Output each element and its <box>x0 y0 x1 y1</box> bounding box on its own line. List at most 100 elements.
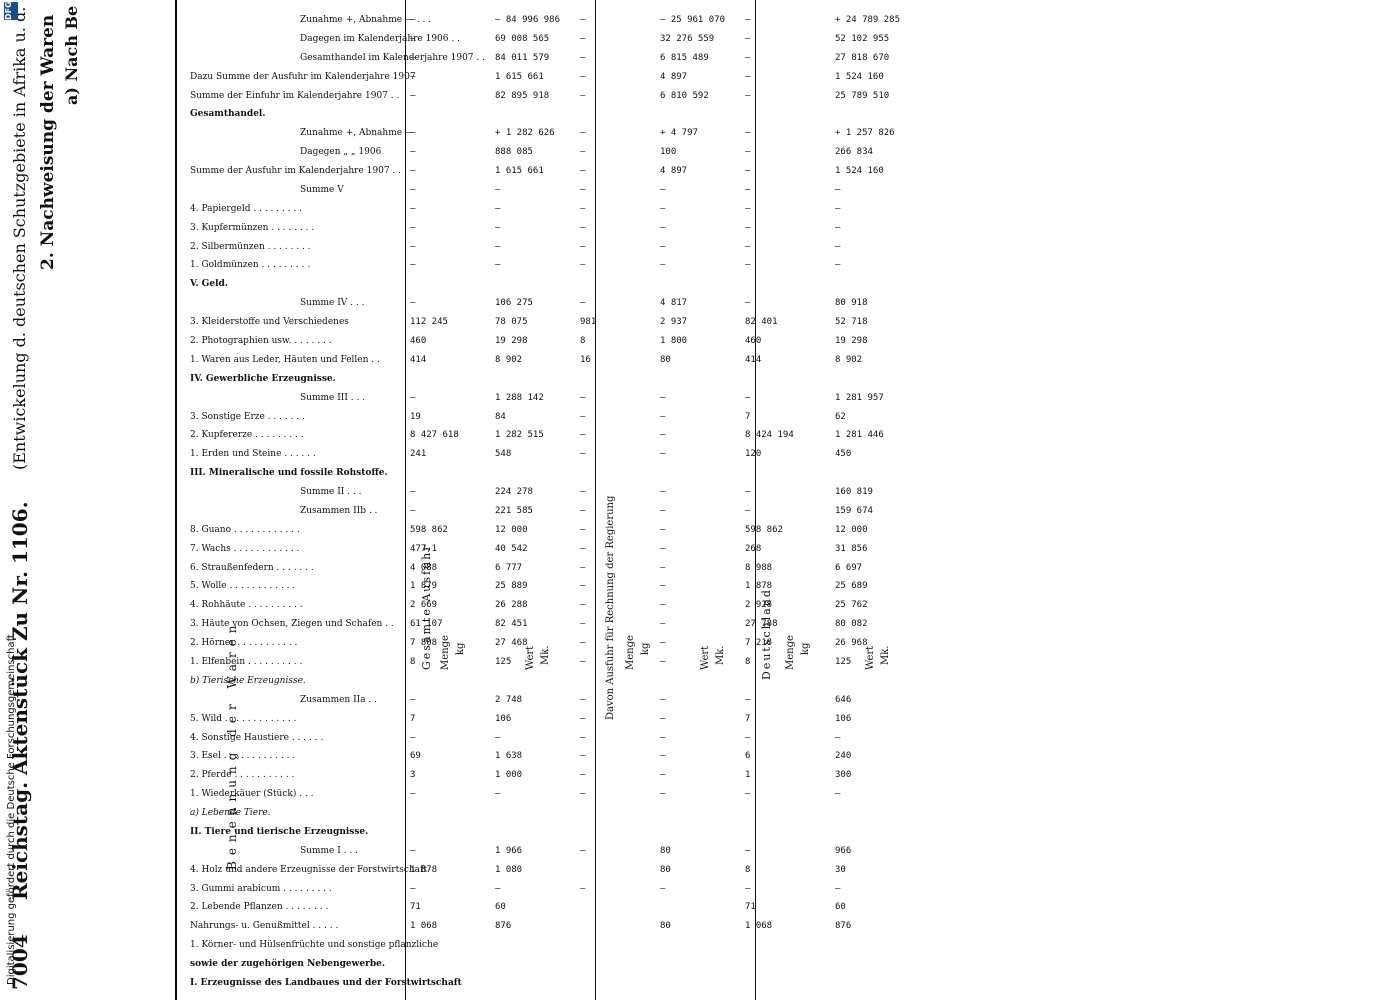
table-cell: — <box>835 185 841 195</box>
table-cell: — <box>660 657 666 667</box>
table-cell: 19 298 <box>835 336 868 346</box>
table-cell: — <box>745 298 751 308</box>
table-cell: 7 808 <box>410 638 438 648</box>
table-cell: 80 <box>660 846 671 856</box>
table-cell: — <box>580 619 586 629</box>
table-row-label: 1. Körner- und Hülsenfrüchte und sonstig… <box>190 940 439 950</box>
table-cell: — <box>495 789 501 799</box>
gov-mk-header: Mk. <box>715 645 726 665</box>
table-cell: — <box>660 525 666 535</box>
table-row-label: Gesamthandel. <box>190 109 266 119</box>
table-cell: — <box>580 884 586 894</box>
total-kg-header: kg <box>455 642 466 655</box>
table-cell: — <box>580 34 586 44</box>
table-cell: — <box>660 393 666 403</box>
table-cell: 106 <box>495 714 512 724</box>
table-cell: — <box>660 487 666 497</box>
table-cell: — <box>580 846 586 856</box>
table-cell: — <box>580 563 586 573</box>
table-cell: 71 <box>745 902 756 912</box>
table-cell: — 84 996 986 <box>495 15 561 25</box>
table-cell: — <box>495 204 501 214</box>
table-cell: — <box>580 185 586 195</box>
table-cell: 52 102 955 <box>835 34 890 44</box>
table-cell: 80 <box>660 921 671 931</box>
table-cell: — <box>495 884 501 894</box>
gov-menge-header: Menge <box>625 635 636 670</box>
table-cell: — <box>660 412 666 422</box>
table-row-label: Summe III . . . <box>300 393 366 403</box>
table-cell: — <box>745 884 751 894</box>
table-cell: — <box>580 15 586 25</box>
table-cell: — <box>745 242 751 252</box>
table-cell: 268 <box>745 544 762 554</box>
table-cell: 4 897 <box>660 72 688 82</box>
table-cell: + 4 797 <box>660 128 698 138</box>
table-cell: 120 <box>745 449 762 459</box>
table-cell: 8 902 <box>835 355 863 365</box>
table-row-label: b) Tierische Erzeugnisse. <box>190 676 306 686</box>
gov-wert-header: Wert <box>700 645 711 670</box>
table-cell: — <box>660 204 666 214</box>
table-cell: — <box>835 884 841 894</box>
table-cell: — <box>660 789 666 799</box>
table-cell: — <box>745 733 751 743</box>
table-row-label: 3. Esel . . . . . . . . . . . . . <box>190 751 296 761</box>
table-row-label: 3. Gummi arabicum . . . . . . . . . <box>190 884 332 894</box>
gov-kg-header: kg <box>640 642 651 655</box>
col-divider-2 <box>595 0 596 1000</box>
table-cell: 646 <box>835 695 852 705</box>
table-row-label: a) Lebende Tiere. <box>190 808 271 818</box>
table-row-label: 5. Wolle . . . . . . . . . . . . <box>190 581 296 591</box>
col-divider-3 <box>755 0 756 1000</box>
top-rule <box>175 0 177 1000</box>
table-cell: 1 068 <box>410 921 438 931</box>
table-cell: — <box>410 506 416 516</box>
table-cell: 981 <box>580 317 597 327</box>
table-cell: 876 <box>495 921 512 931</box>
table-cell: 598 862 <box>745 525 783 535</box>
table-cell: 1 000 <box>495 770 523 780</box>
table-cell: 4 817 <box>660 298 688 308</box>
table-cell: — <box>580 544 586 554</box>
table-cell: — <box>410 53 416 63</box>
table-cell: — <box>660 260 666 270</box>
table-row-label: Summe I . . . <box>300 846 358 856</box>
table-cell: — <box>410 695 416 705</box>
table-cell: — <box>410 298 416 308</box>
table-cell: 7 <box>745 714 751 724</box>
table-cell: — 25 961 070 <box>660 15 726 25</box>
table-row-label: 3. Kleiderstoffe und Verschiedenes <box>190 317 349 327</box>
table-cell: 221 585 <box>495 506 533 516</box>
table-cell: — <box>660 242 666 252</box>
table-cell: — <box>745 695 751 705</box>
table-cell: 80 082 <box>835 619 868 629</box>
table-cell: 125 <box>495 657 512 667</box>
funding-note: Digitalisierung gefördert durch die Deut… <box>4 0 24 1000</box>
total-mk-header: Mk. <box>540 645 551 665</box>
table-cell: — <box>410 204 416 214</box>
table-cell: 16 <box>580 355 591 365</box>
table-cell: — <box>410 91 416 101</box>
table-row-label: Zusammen IIa . . <box>300 695 378 705</box>
table-cell: — <box>495 223 501 233</box>
table-cell: — <box>835 789 841 799</box>
table-cell: 8 <box>745 657 751 667</box>
table-cell: — <box>660 223 666 233</box>
section-title: 2. Nachweisung der Waren <box>38 14 58 270</box>
table-cell: — <box>580 204 586 214</box>
table-cell: — <box>660 563 666 573</box>
table-cell: 52 718 <box>835 317 868 327</box>
table-cell: — <box>835 223 841 233</box>
table-cell: 460 <box>410 336 427 346</box>
table-cell: — <box>580 260 586 270</box>
table-cell: — <box>660 619 666 629</box>
table-cell: — <box>745 91 751 101</box>
table-row-label: 2. Photographien usw. . . . . . . . <box>190 336 332 346</box>
gov-group-header: Davon Ausfuhr für Rechnung der Regierung <box>605 495 616 720</box>
table-cell: 80 <box>660 355 671 365</box>
table-row-label: 4. Rohhäute . . . . . . . . . . <box>190 600 303 610</box>
table-cell: 26 968 <box>835 638 868 648</box>
table-cell: 876 <box>835 921 852 931</box>
